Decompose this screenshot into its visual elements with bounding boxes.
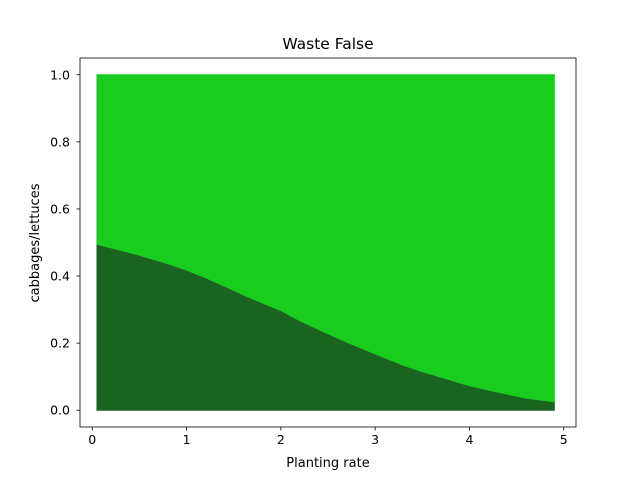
y-axis-label: cabbages/lettuces (28, 183, 43, 302)
x-tick-label: 3 (371, 432, 379, 447)
ticks: 0 1 2 3 4 5 0.0 0.2 0.4 0.6 0.8 1.0 (50, 67, 568, 447)
y-tick-label: 1.0 (50, 67, 70, 82)
y-tick-label: 0.2 (50, 336, 70, 351)
y-tick-label: 0.0 (50, 403, 70, 418)
plot-area (96, 74, 555, 411)
x-tick-label: 5 (560, 432, 568, 447)
x-tick-label: 1 (183, 432, 191, 447)
x-tick-label: 4 (465, 432, 473, 447)
x-tick-label: 0 (88, 432, 96, 447)
x-axis-label: Planting rate (286, 456, 369, 471)
axes (79, 57, 577, 428)
chart-title: Waste False (282, 35, 373, 53)
x-tick-label: 2 (277, 432, 285, 447)
series-area-1 (96, 74, 555, 403)
y-tick-label: 0.4 (50, 269, 70, 284)
y-tick-label: 0.6 (50, 201, 70, 216)
y-tick-label: 0.8 (50, 134, 70, 149)
axes-frame (79, 57, 577, 428)
